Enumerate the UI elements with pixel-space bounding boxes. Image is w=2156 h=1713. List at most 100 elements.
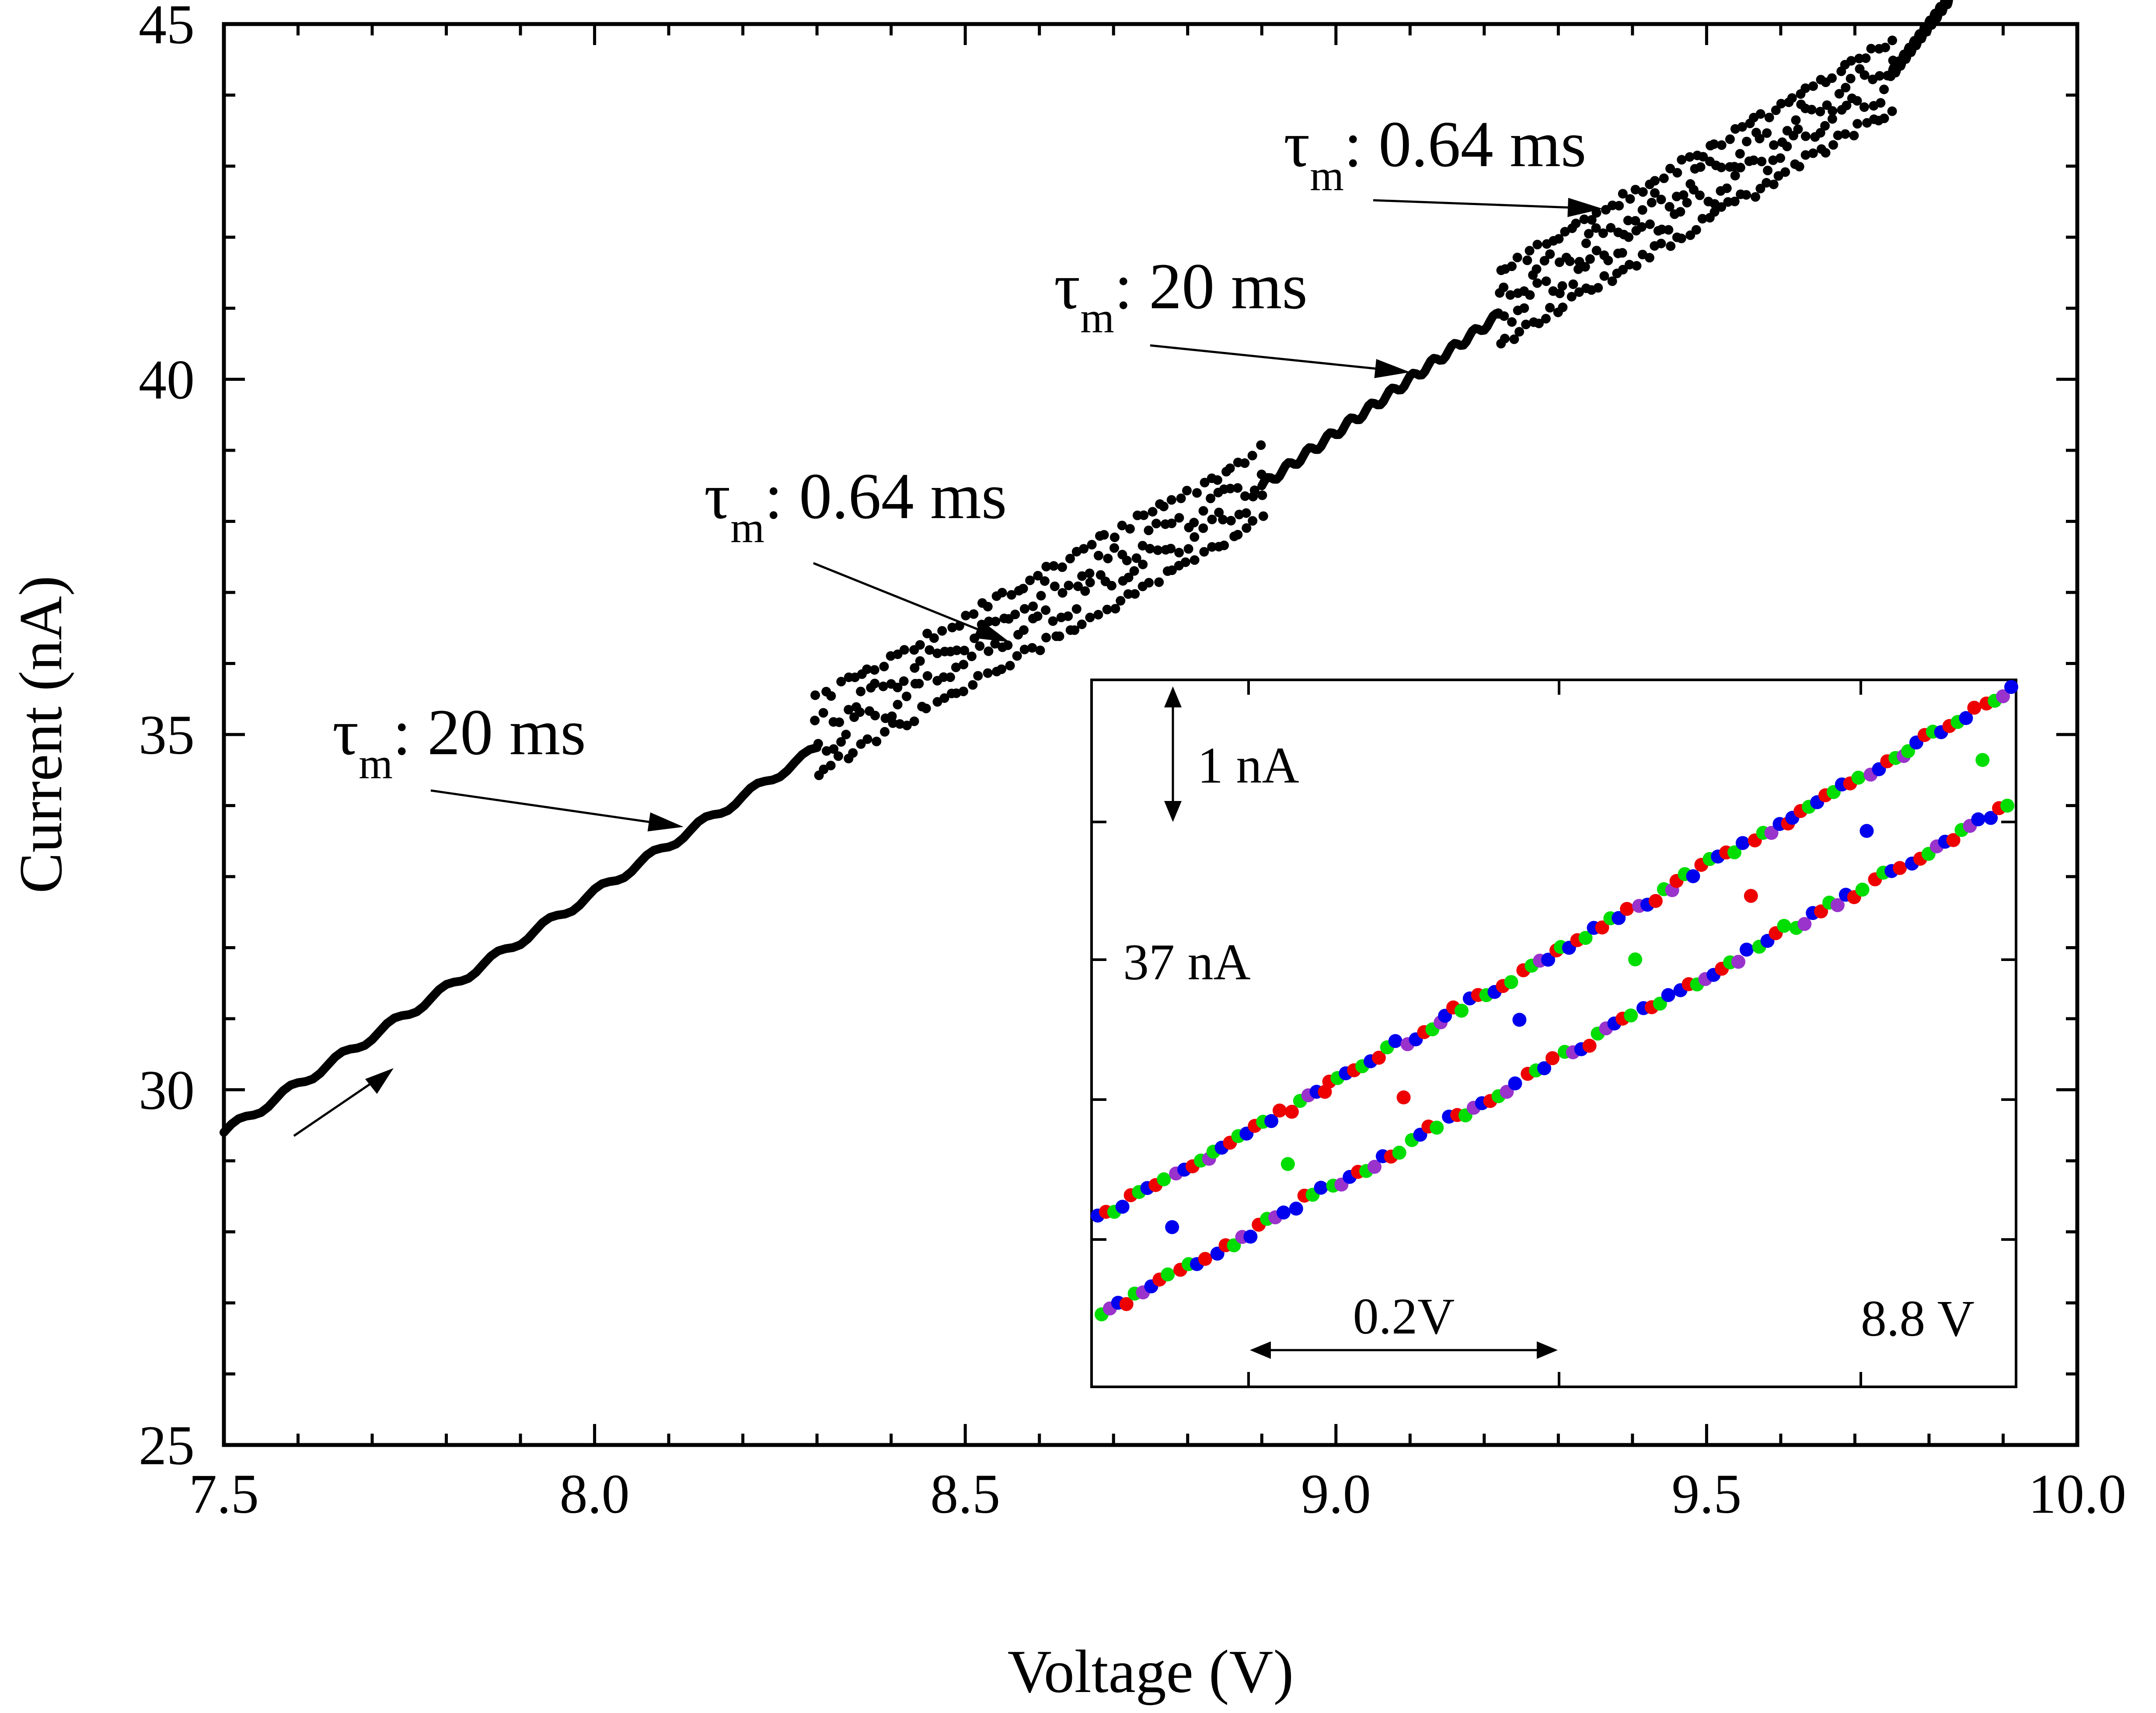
annotation-arrow-line [430, 789, 649, 823]
data-point [1637, 205, 1647, 215]
data-point [1769, 140, 1779, 150]
data-point [932, 648, 942, 658]
data-point [1555, 257, 1564, 267]
data-point [1820, 121, 1830, 131]
data-point [1698, 152, 1708, 162]
data-point [1525, 246, 1535, 256]
inset-data-point [1512, 1013, 1527, 1027]
data-point [856, 686, 866, 696]
inset-data-point [1901, 744, 1915, 759]
data-point [1010, 609, 1020, 620]
inset-data-point [1119, 1297, 1134, 1311]
inset-data-point [1273, 1104, 1287, 1118]
inset-y-scale-bar [1164, 686, 1182, 822]
inset-points [1091, 680, 2018, 1322]
data-point [1587, 215, 1597, 225]
data-point [1198, 523, 1208, 533]
data-point [1791, 115, 1801, 125]
data-point [1650, 176, 1660, 186]
data-point [836, 737, 846, 747]
inset-frame [1090, 679, 2017, 1388]
data-point [826, 760, 836, 770]
inset-data-point [1314, 1180, 1328, 1195]
inset-data-point [1797, 917, 1812, 931]
data-point [966, 651, 977, 662]
data-point [1861, 53, 1871, 63]
data-point [880, 727, 890, 737]
inset-data-point [1289, 1201, 1303, 1216]
data-point [1650, 188, 1660, 198]
data-point [1554, 234, 1564, 244]
data-point [1519, 303, 1529, 313]
data-point [1019, 604, 1029, 614]
data-point [1521, 320, 1531, 330]
data-point [1214, 508, 1224, 518]
data-point [909, 716, 919, 726]
data-point [1256, 440, 1266, 450]
inset-data-point [1661, 988, 1675, 1002]
data-point [1584, 229, 1594, 239]
data-point [1258, 511, 1268, 521]
data-point [1093, 550, 1103, 561]
data-point [1828, 140, 1838, 150]
x-tick-label: 10.0 [2028, 1463, 2126, 1525]
data-point [899, 645, 909, 655]
data-point [1879, 84, 1889, 94]
data-point [1827, 114, 1837, 124]
data-point [1659, 173, 1669, 183]
inset-data-point [1744, 889, 1758, 903]
data-point [834, 751, 843, 761]
data-point [1190, 532, 1200, 542]
axis-ticks [222, 22, 2079, 1447]
data-point [1771, 105, 1781, 115]
data-point [1741, 190, 1751, 200]
data-point [1689, 185, 1699, 195]
data-point [1545, 249, 1555, 259]
data-point [947, 623, 957, 633]
data-point [1581, 238, 1591, 248]
data-point [1664, 225, 1674, 235]
data-point [1782, 141, 1792, 151]
data-point [983, 668, 993, 678]
inset-data-point [1959, 711, 1973, 725]
data-point [1050, 581, 1060, 592]
data-point [902, 721, 912, 731]
data-point [1630, 216, 1640, 226]
data-point [1225, 484, 1235, 494]
data-point [1624, 260, 1634, 270]
data-point [862, 734, 872, 744]
data-point [1033, 611, 1043, 621]
data-point [1566, 292, 1577, 302]
data-point [1568, 279, 1578, 289]
data-point [1617, 248, 1627, 258]
inset-data-point [1396, 1090, 1411, 1104]
data-point [945, 672, 955, 682]
data-point [862, 664, 872, 674]
data-point [1682, 198, 1692, 208]
data-point [818, 708, 828, 718]
data-point [1716, 202, 1727, 212]
data-point [1018, 584, 1028, 594]
inset-data-point [1455, 1003, 1469, 1018]
data-point [1099, 530, 1109, 540]
data-point [1618, 265, 1628, 275]
data-point [1167, 519, 1177, 529]
data-point [1248, 491, 1258, 501]
data-point [1827, 73, 1837, 83]
data-point [1233, 529, 1243, 540]
data-point [1852, 119, 1863, 129]
data-point [1122, 556, 1132, 565]
data-point [924, 645, 935, 655]
data-point [929, 633, 939, 643]
data-point [1815, 107, 1825, 117]
data-point [1144, 578, 1154, 588]
data-point [1742, 136, 1751, 146]
data-point [1574, 287, 1584, 297]
inset-data-point [1165, 1220, 1179, 1234]
data-point [1145, 543, 1155, 554]
data-point [1025, 575, 1035, 585]
data-point [1722, 183, 1732, 193]
data-point [1624, 232, 1634, 242]
annotation-arrow-line [1150, 344, 1375, 370]
y-tick-label: 25 [139, 1414, 195, 1476]
